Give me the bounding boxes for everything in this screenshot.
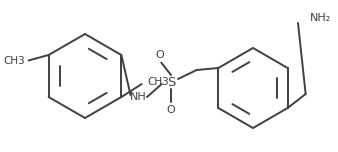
Text: O: O <box>167 105 175 115</box>
Text: NH: NH <box>130 92 146 102</box>
Text: CH3: CH3 <box>3 56 25 66</box>
Text: O: O <box>155 50 164 60</box>
Text: CH3: CH3 <box>147 77 169 87</box>
Text: NH₂: NH₂ <box>310 13 331 23</box>
Text: S: S <box>167 76 175 88</box>
